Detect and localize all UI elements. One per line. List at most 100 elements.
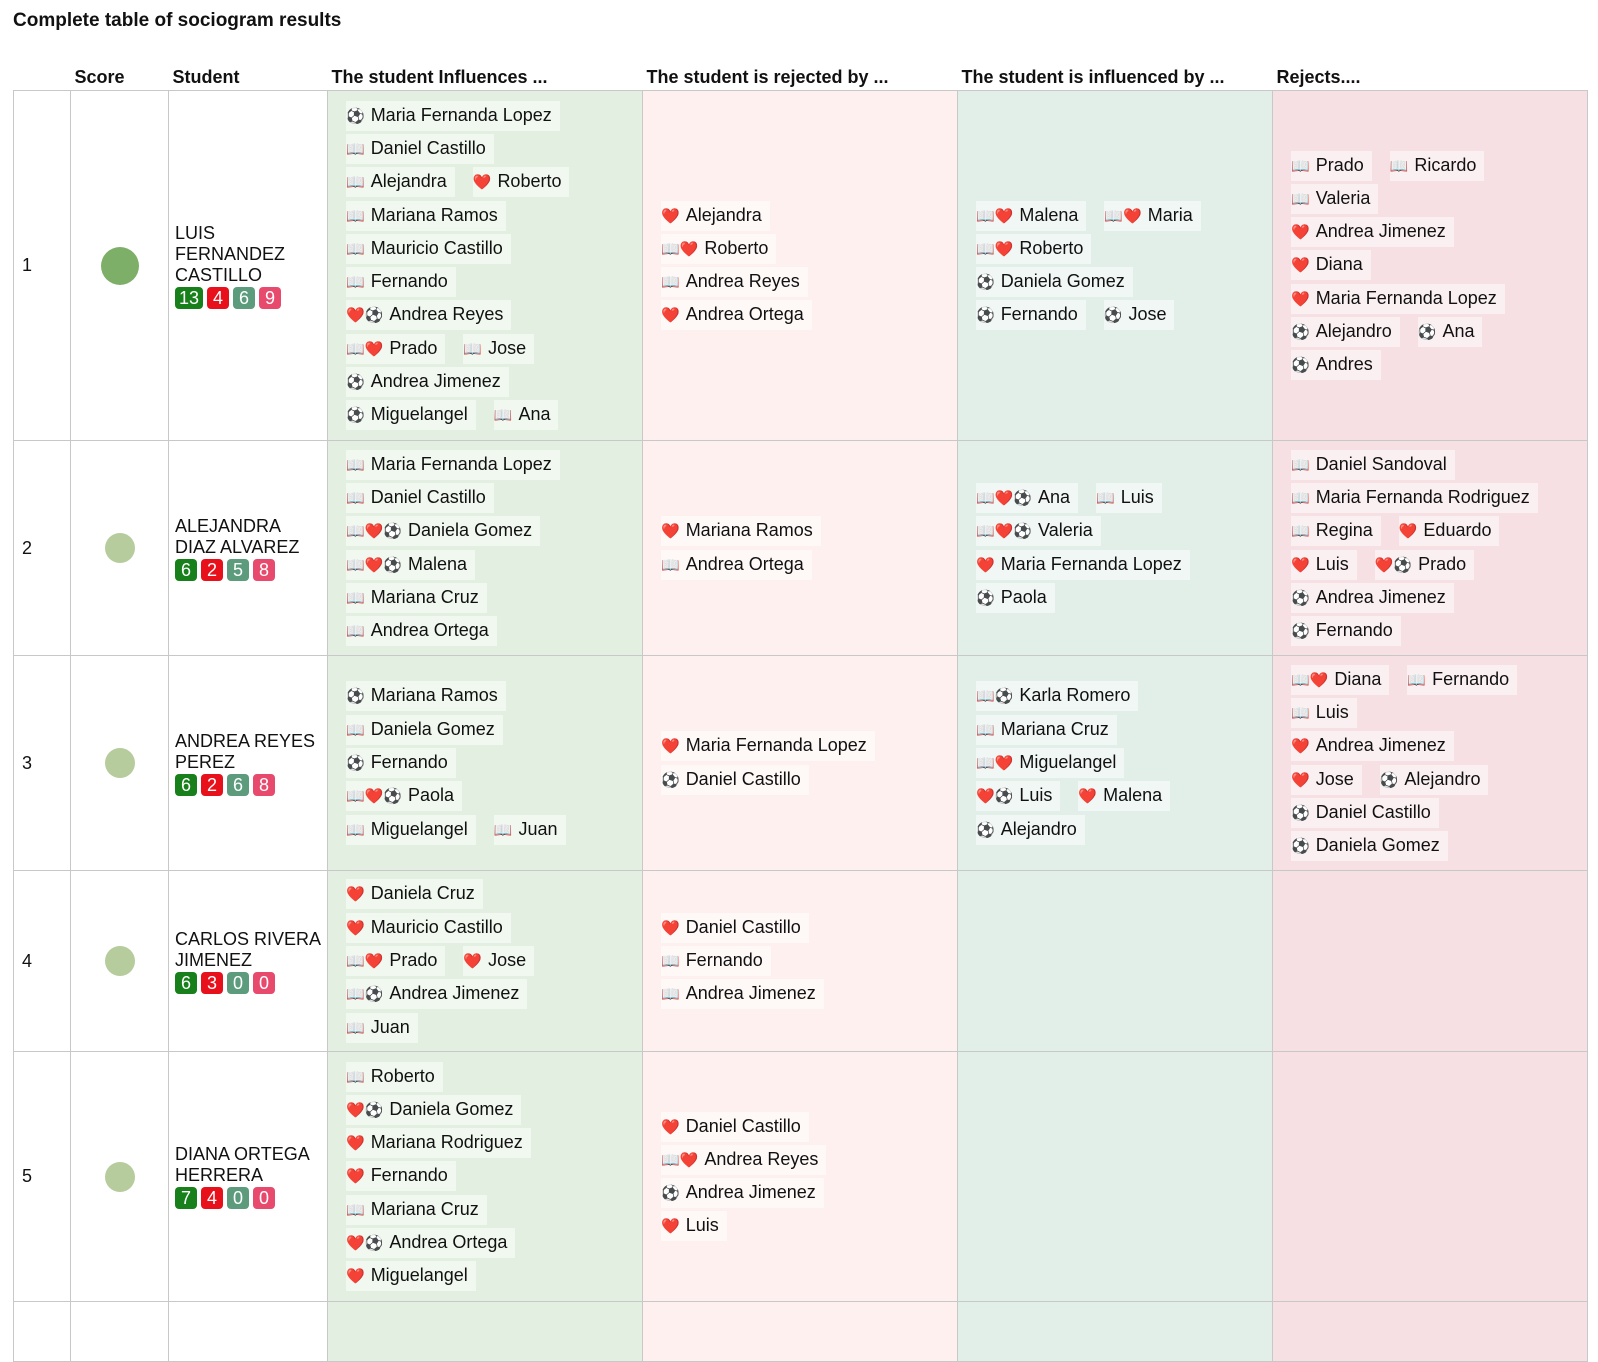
chip-name: Daniela Gomez xyxy=(389,1098,514,1119)
relation-list xyxy=(1273,957,1587,965)
chip-name: Daniel Castillo xyxy=(685,768,801,789)
relation-icons: ⚽ xyxy=(661,771,680,789)
student-name: LUIS FERNANDEZ CASTILLO xyxy=(175,222,286,285)
relation-line: 📖 Regina ❤️ Eduardo xyxy=(1291,515,1577,548)
chip-name: Diana xyxy=(1334,668,1382,689)
chip-name: Andres xyxy=(1315,354,1373,375)
chip-name: Luis xyxy=(1315,553,1349,574)
relation-icons: ❤️ xyxy=(976,556,995,574)
chip-name: Roberto xyxy=(1019,237,1084,258)
chip-name: Andrea Ortega xyxy=(685,304,804,325)
relation-line: 📖❤️ Prado 📖 Jose xyxy=(346,332,632,365)
student-chip: ❤️ Mariana Ramos xyxy=(661,516,821,547)
relation-line: 📖 Alejandra ❤️ Roberto xyxy=(346,166,632,199)
chip-name: Alejandro xyxy=(1315,321,1392,342)
relation-icons: 📖❤️ xyxy=(976,754,1014,772)
chip-name: Mariana Cruz xyxy=(370,586,479,607)
relation-icons: ⚽ xyxy=(346,688,365,706)
table-row: 2 ALEJANDRA DIAZ ALVAREZ 6 2 5 8 📖 Maria Fernan… xyxy=(13,440,1588,656)
column-header: The student is rejected by ... xyxy=(646,67,889,87)
score-cell xyxy=(70,440,169,656)
count-badge: 8 xyxy=(253,558,275,581)
count-badge: 0 xyxy=(253,971,275,994)
student-chip: ⚽ Alejandro xyxy=(976,814,1085,845)
relation-line: 📖 Fernando xyxy=(346,266,632,299)
student-chip: ❤️⚽ Prado xyxy=(1374,549,1475,580)
chip-name: Valeria xyxy=(1038,520,1093,541)
student-chip: ❤️ Jose xyxy=(463,945,535,976)
relation-list: ❤️ Daniel Castillo 📖❤️ Andrea Reyes ⚽ Andrea … xyxy=(643,1106,957,1247)
chip-name: Paola xyxy=(1000,586,1047,607)
student-chip: ❤️ Andrea Jimenez xyxy=(1291,731,1454,762)
relation-line: ⚽ Miguelangel 📖 Ana xyxy=(346,399,632,432)
empty-cell xyxy=(642,1301,958,1362)
chip-name: Paola xyxy=(408,785,455,806)
chip-name: Maria Fernanda Rodriguez xyxy=(1315,487,1530,508)
empty-cell xyxy=(13,1301,71,1362)
chip-name: Maria xyxy=(1147,204,1193,225)
chip-name: Jose xyxy=(1315,768,1354,789)
empty-cell xyxy=(1272,1301,1588,1362)
count-badge: 13 xyxy=(175,286,204,309)
relation-cell: ⚽ Mariana Ramos 📖 Daniela Gomez ⚽ Fernando 📖❤️… xyxy=(327,655,643,871)
chip-name: Ana xyxy=(1442,321,1475,342)
chip-name: Malena xyxy=(1019,204,1079,225)
relation-line: 📖 Juan xyxy=(346,1011,632,1044)
student-name: DIANA ORTEGA HERRERA xyxy=(175,1144,309,1185)
student-chip: 📖 Valeria xyxy=(1291,183,1379,214)
relation-icons: 📖 xyxy=(1096,490,1115,508)
chip-name: Maria Fernanda Lopez xyxy=(1000,553,1182,574)
relation-line: ❤️ Andrea Jimenez xyxy=(1291,216,1577,249)
student-chip: ❤️ Maria Fernanda Lopez xyxy=(661,731,875,762)
student-cell: DIANA ORTEGA HERRERA 7 4 0 0 xyxy=(168,1051,328,1302)
relation-icons: 📖 xyxy=(346,207,365,225)
relation-line: ❤️ Mariana Ramos xyxy=(661,515,947,548)
chip-name: Diana xyxy=(1315,254,1363,275)
chip-name: Mariana Cruz xyxy=(370,1198,479,1219)
relation-icons: ⚽ xyxy=(346,107,365,125)
count-badge: 6 xyxy=(233,286,256,309)
relation-line: ⚽ Daniel Castillo xyxy=(661,763,947,796)
count-badge: 2 xyxy=(201,773,223,796)
relation-icons: ❤️ xyxy=(346,919,365,937)
column-header: Score xyxy=(74,67,125,87)
relation-icons: 📖 xyxy=(346,1068,365,1086)
index-header xyxy=(14,64,71,91)
relation-line: ⚽ Daniela Gomez xyxy=(976,266,1262,299)
relation-line: ❤️ Alejandra xyxy=(661,199,947,232)
column-header: Student xyxy=(172,67,240,87)
relation-line: 📖 Fernando xyxy=(661,944,947,977)
relation-icons: ⚽ xyxy=(661,1185,680,1203)
chip-name: Jose xyxy=(1128,304,1167,325)
relation-icons: 📖 xyxy=(346,456,365,474)
chip-name: Maria Fernanda Lopez xyxy=(370,104,552,125)
relation-list: 📖 Maria Fernanda Lopez 📖 Daniel Castillo 📖❤️… xyxy=(328,444,642,652)
student-chip: ❤️⚽ Daniela Gomez xyxy=(346,1094,522,1125)
student-chip: ⚽ Andrea Jimenez xyxy=(346,367,509,398)
table-row: 4 CARLOS RIVERA JIMENEZ 6 3 0 0 ❤️ Daniela Cruz… xyxy=(13,870,1588,1052)
chip-name: Roberto xyxy=(704,237,769,258)
chip-name: Prado xyxy=(389,949,438,970)
relation-line: 📖❤️⚽ Malena xyxy=(346,548,632,581)
relation-list: ❤️ Maria Fernanda Lopez ⚽ Daniel Castillo xyxy=(643,726,957,801)
chip-name: Andrea Jimenez xyxy=(1315,586,1446,607)
relation-line: 📖 Valeria xyxy=(1291,182,1577,215)
relation-list xyxy=(958,957,1272,965)
relation-icons: 📖 xyxy=(1291,490,1310,508)
relation-line: ⚽ Andrea Jimenez xyxy=(661,1177,947,1210)
relation-cell xyxy=(1272,1051,1588,1302)
relation-icons: 📖❤️ xyxy=(661,240,699,258)
chip-name: Miguelangel xyxy=(1019,751,1117,772)
badges: 13 4 6 9 xyxy=(175,286,321,309)
student-chip: 📖 Roberto xyxy=(346,1061,443,1092)
chip-name: Alejandra xyxy=(685,204,762,225)
relation-list: 📖⚽ Karla Romero 📖 Mariana Cruz 📖❤️ Miguelange… xyxy=(958,676,1272,850)
relation-icons: ⚽ xyxy=(1291,838,1310,856)
empty-cell xyxy=(70,1301,169,1362)
student-chip: 📖 Mariana Cruz xyxy=(976,714,1117,745)
count-badge: 2 xyxy=(201,558,223,581)
relation-icons: 📖 xyxy=(346,140,365,158)
student-chip: 📖❤️⚽ Ana xyxy=(976,483,1079,514)
